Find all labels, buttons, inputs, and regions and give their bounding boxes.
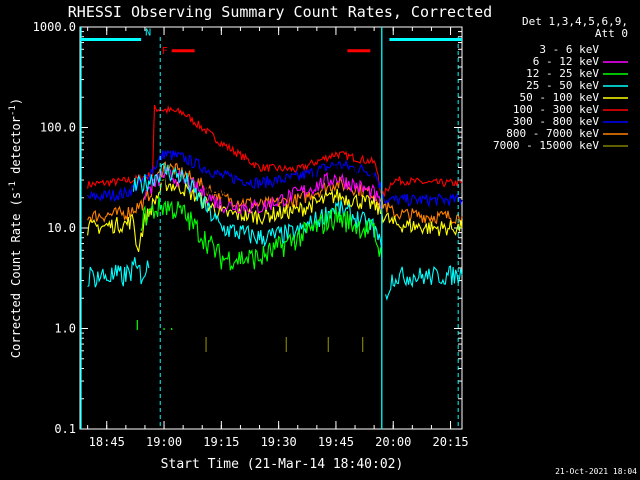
- y-tick-label: 1000.0: [33, 20, 76, 34]
- legend-entry-label: 300 - 800 keV: [513, 115, 599, 128]
- legend-entry-label: 50 - 100 keV: [520, 91, 600, 104]
- footer-timestamp: 21-Oct-2021 18:04: [555, 467, 637, 476]
- x-tick-label: 19:30: [261, 435, 297, 449]
- series-line: [144, 163, 375, 203]
- flag-label: F: [162, 46, 168, 57]
- series-line: [87, 149, 463, 208]
- legend-entry-label: 12 - 25 keV: [526, 67, 599, 80]
- y-tick-label: 100.0: [40, 121, 76, 135]
- legend-entry-label: 800 - 7000 keV: [506, 127, 599, 140]
- series-line: [132, 162, 383, 251]
- y-axis-label-main: Corrected Count Rate (s: [9, 192, 23, 358]
- y-tick-label: 0.1: [54, 422, 76, 436]
- x-tick-label: 19:00: [146, 435, 182, 449]
- y-axis-label-end: detector: [9, 116, 23, 181]
- y-tick-label: 10.0: [47, 221, 76, 235]
- series-line: [87, 257, 150, 288]
- x-tick-label: 18:45: [89, 435, 125, 449]
- y-axis-ticks: 1000.0 100.0 10.0 1.0 0.1: [33, 20, 462, 436]
- legend-header-line1: Det 1,3,4,5,6,9,: [522, 15, 628, 28]
- x-tick-label: 20:00: [375, 435, 411, 449]
- x-axis-ticks: 18:45 19:00 19:15 19:30 19:45 20:00 20:15: [87, 27, 469, 449]
- y-tick-label: 1.0: [54, 322, 76, 336]
- x-tick-label: 19:45: [318, 435, 354, 449]
- x-tick-label: 20:15: [432, 435, 468, 449]
- series-line: [144, 167, 383, 215]
- series-layer: [87, 104, 463, 352]
- series-line: [385, 265, 463, 301]
- series-line: [87, 161, 463, 226]
- x-axis-label: Start Time (21-Mar-14 18:40:02): [161, 457, 404, 472]
- marker-layer: NF: [80, 27, 462, 429]
- x-tick-label: 19:15: [203, 435, 239, 449]
- y-axis-label-close: ): [9, 98, 23, 105]
- legend-entry-label: 25 - 50 keV: [526, 79, 599, 92]
- y-axis-label: Corrected Count Rate (s-1 detector-1): [8, 98, 23, 358]
- y-axis-label-sup2: -1: [8, 105, 18, 116]
- series-line: [140, 196, 383, 271]
- flag-label: N: [145, 28, 151, 39]
- legend-entry-label: 100 - 300 keV: [513, 103, 599, 116]
- series-line: [87, 174, 463, 252]
- legend-entry-label: 3 - 6 keV: [539, 43, 599, 56]
- legend-entry-label: 7000 - 15000 keV: [493, 139, 599, 152]
- legend-entry-label: 6 - 12 keV: [533, 55, 600, 68]
- y-axis-label-sup1: -1: [8, 181, 18, 192]
- chart-title: RHESSI Observing Summary Count Rates, Co…: [68, 3, 492, 21]
- legend-header-line2: Att 0: [595, 27, 628, 40]
